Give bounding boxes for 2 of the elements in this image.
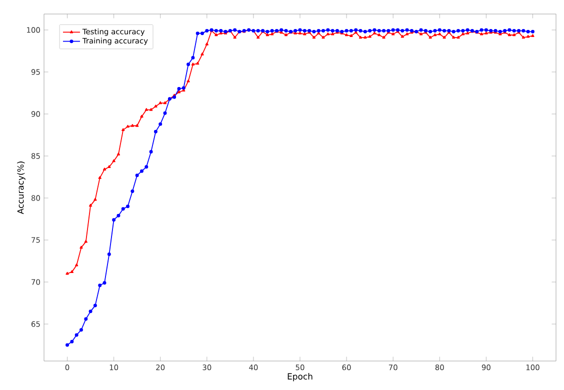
y-axis-title: Accuracy(%) — [17, 162, 26, 214]
x-axis-title: Epoch — [288, 373, 312, 382]
